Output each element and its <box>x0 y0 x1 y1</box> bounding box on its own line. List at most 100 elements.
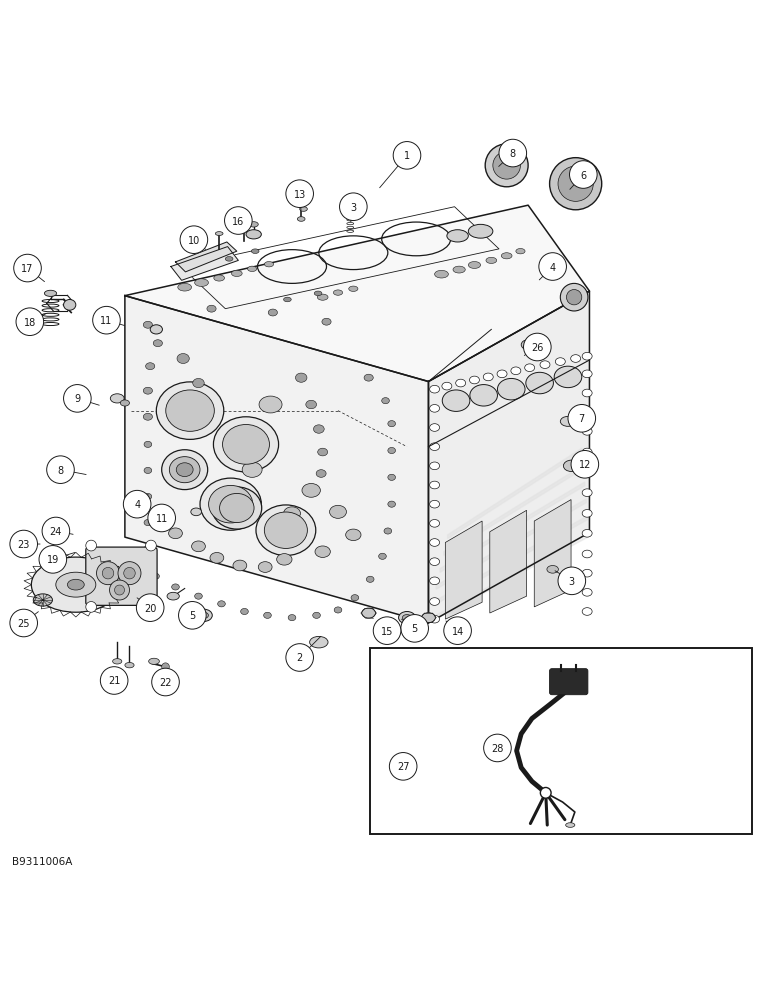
Ellipse shape <box>306 401 316 410</box>
Ellipse shape <box>217 601 225 607</box>
Circle shape <box>101 667 128 695</box>
Ellipse shape <box>152 574 160 580</box>
Ellipse shape <box>144 442 152 448</box>
Circle shape <box>568 406 596 432</box>
Ellipse shape <box>516 249 525 254</box>
Ellipse shape <box>582 390 592 398</box>
Ellipse shape <box>268 310 277 317</box>
Ellipse shape <box>68 580 84 590</box>
Ellipse shape <box>288 615 296 621</box>
Ellipse shape <box>310 637 328 648</box>
Circle shape <box>10 531 38 559</box>
Ellipse shape <box>453 266 465 273</box>
Circle shape <box>286 644 313 672</box>
Circle shape <box>93 307 121 335</box>
Ellipse shape <box>242 462 262 478</box>
Text: 21: 21 <box>108 676 121 686</box>
FancyBboxPatch shape <box>550 669 588 695</box>
Circle shape <box>550 158 601 211</box>
Circle shape <box>114 585 124 595</box>
Ellipse shape <box>233 561 247 572</box>
Ellipse shape <box>146 364 155 370</box>
Ellipse shape <box>240 608 248 615</box>
Ellipse shape <box>402 615 412 621</box>
Circle shape <box>178 602 206 629</box>
Circle shape <box>484 735 511 762</box>
Ellipse shape <box>468 262 481 269</box>
Ellipse shape <box>429 598 439 605</box>
Text: 4: 4 <box>134 500 141 510</box>
Ellipse shape <box>502 253 512 259</box>
Text: 20: 20 <box>144 603 157 613</box>
Ellipse shape <box>429 482 439 489</box>
Circle shape <box>570 162 597 189</box>
Ellipse shape <box>162 450 207 490</box>
Ellipse shape <box>316 470 326 478</box>
Text: 14: 14 <box>452 626 464 636</box>
Ellipse shape <box>302 484 320 498</box>
Ellipse shape <box>315 547 330 558</box>
Ellipse shape <box>429 578 439 585</box>
Ellipse shape <box>566 823 575 828</box>
Ellipse shape <box>111 395 124 404</box>
Ellipse shape <box>214 275 224 281</box>
Ellipse shape <box>300 208 307 212</box>
Circle shape <box>162 663 170 671</box>
Ellipse shape <box>259 397 282 414</box>
Ellipse shape <box>429 520 439 528</box>
Ellipse shape <box>561 416 576 427</box>
Ellipse shape <box>223 425 270 465</box>
Ellipse shape <box>113 659 122 664</box>
Ellipse shape <box>149 659 160 665</box>
Ellipse shape <box>364 375 373 382</box>
Ellipse shape <box>351 595 359 601</box>
FancyBboxPatch shape <box>370 649 752 834</box>
Ellipse shape <box>388 475 396 481</box>
Ellipse shape <box>194 593 202 599</box>
Ellipse shape <box>582 409 592 416</box>
Circle shape <box>146 541 157 552</box>
Text: 10: 10 <box>187 236 200 246</box>
Text: 9: 9 <box>74 394 81 404</box>
Circle shape <box>110 580 130 600</box>
Ellipse shape <box>435 271 449 278</box>
Ellipse shape <box>388 448 396 454</box>
Text: 22: 22 <box>159 677 172 687</box>
Ellipse shape <box>144 520 152 526</box>
Text: 5: 5 <box>189 610 196 620</box>
Polygon shape <box>429 292 590 623</box>
Polygon shape <box>432 516 588 606</box>
Ellipse shape <box>582 530 592 538</box>
Ellipse shape <box>144 322 153 329</box>
Circle shape <box>558 568 586 595</box>
Polygon shape <box>444 465 584 556</box>
Text: 28: 28 <box>492 744 504 753</box>
Ellipse shape <box>521 340 535 350</box>
Ellipse shape <box>526 373 554 395</box>
Circle shape <box>539 253 567 281</box>
Ellipse shape <box>469 377 479 385</box>
Circle shape <box>561 284 588 312</box>
Text: 24: 24 <box>50 527 62 537</box>
Ellipse shape <box>56 573 96 597</box>
Text: 15: 15 <box>381 626 393 636</box>
Text: 12: 12 <box>578 460 591 470</box>
Ellipse shape <box>429 615 439 623</box>
Ellipse shape <box>170 457 200 483</box>
Text: 8: 8 <box>58 465 64 475</box>
Ellipse shape <box>249 223 258 228</box>
Ellipse shape <box>429 406 439 413</box>
Ellipse shape <box>144 414 153 420</box>
Ellipse shape <box>362 608 376 618</box>
Ellipse shape <box>251 249 259 254</box>
Polygon shape <box>125 206 590 382</box>
Circle shape <box>485 145 528 188</box>
Text: 25: 25 <box>18 618 30 628</box>
Text: 4: 4 <box>550 262 556 272</box>
Ellipse shape <box>564 460 581 472</box>
Ellipse shape <box>177 354 189 364</box>
Ellipse shape <box>212 487 262 530</box>
Ellipse shape <box>194 279 208 287</box>
Polygon shape <box>445 522 482 619</box>
Ellipse shape <box>246 231 261 240</box>
